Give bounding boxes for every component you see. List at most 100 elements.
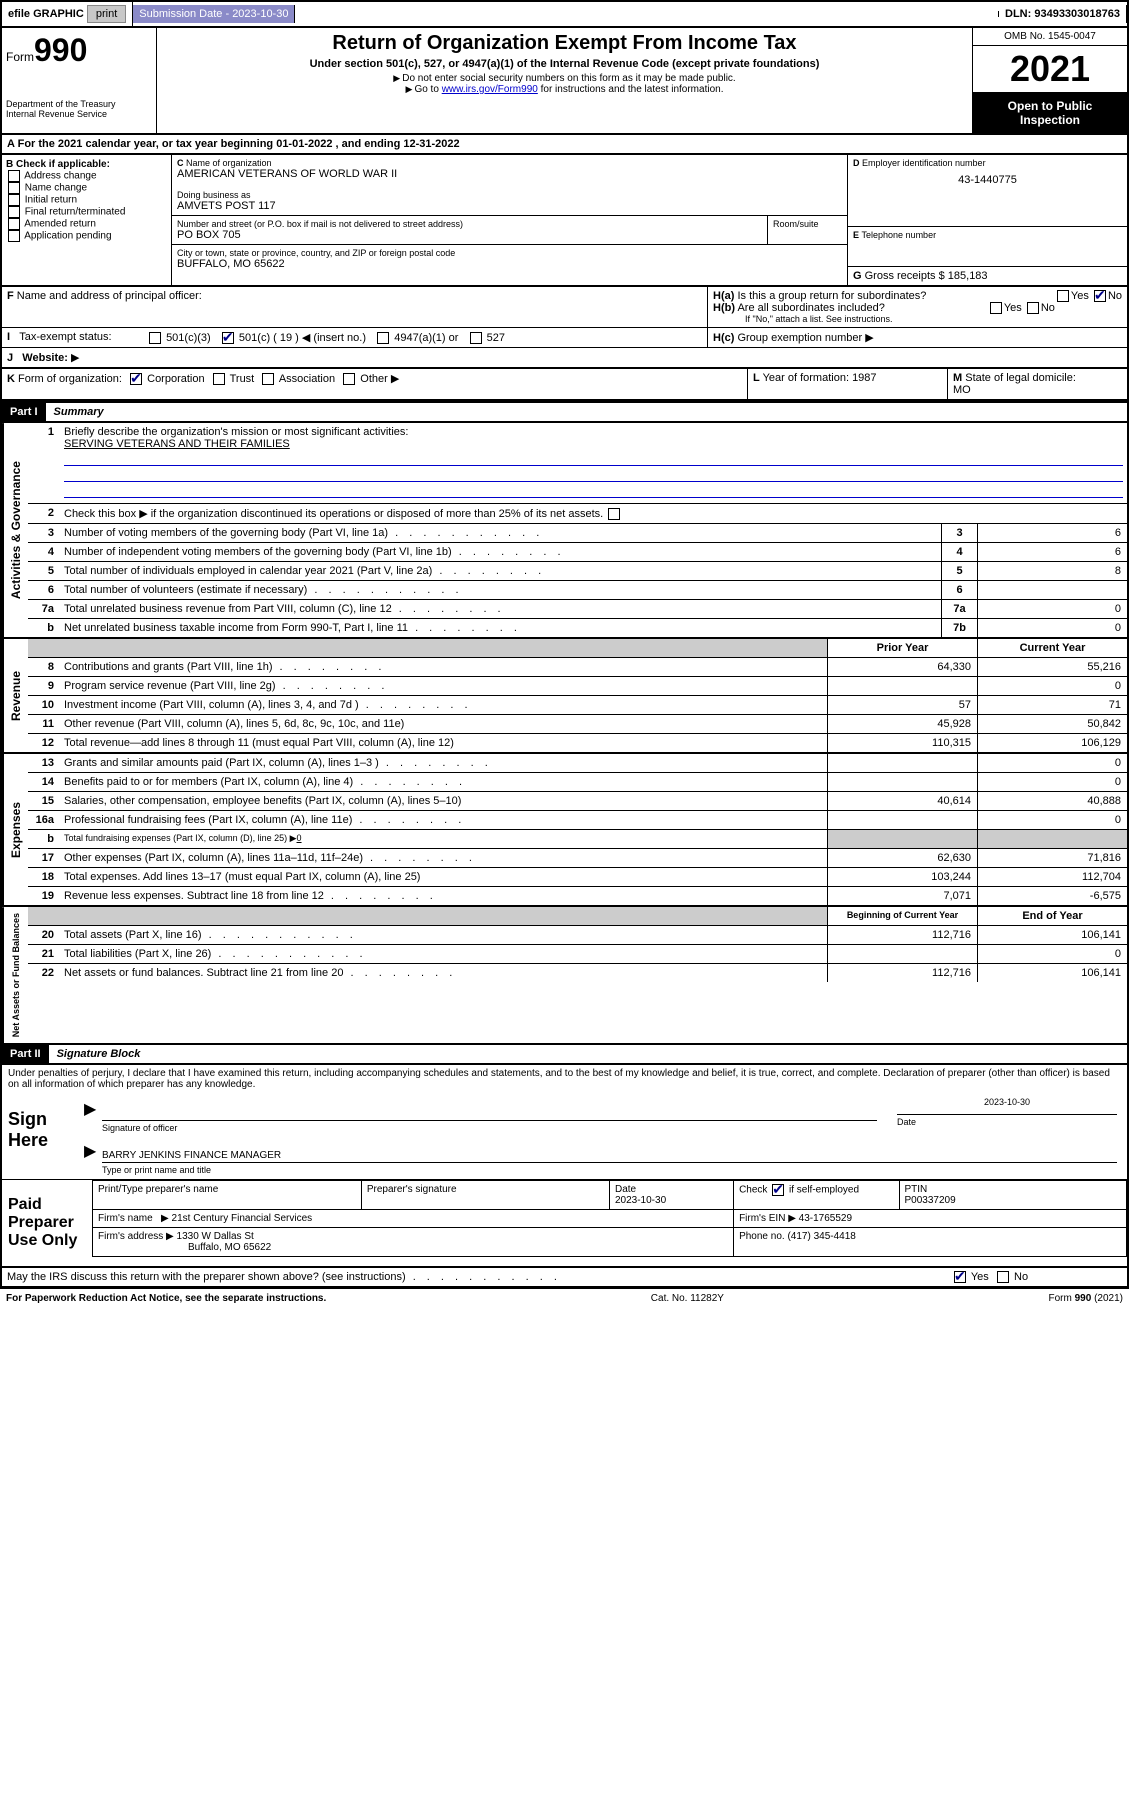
open-public-badge: Open to Public Inspection: [973, 93, 1127, 133]
chk-501c3[interactable]: [149, 332, 161, 344]
l10-prior: 57: [827, 696, 977, 714]
begin-year-hdr: Beginning of Current Year: [827, 907, 977, 925]
form-header: Form990 Department of the Treasury Inter…: [0, 28, 1129, 135]
chk-pending[interactable]: Application pending: [6, 230, 167, 242]
form-title: Return of Organization Exempt From Incom…: [165, 32, 964, 55]
ha-no[interactable]: [1094, 290, 1106, 302]
officer-group-row: F Name and address of principal officer:…: [0, 287, 1129, 328]
year-formation-value: 1987: [852, 372, 876, 384]
l3-desc: Number of voting members of the governin…: [60, 524, 941, 542]
l9-prior: [827, 677, 977, 695]
chk-discuss-yes[interactable]: [954, 1271, 966, 1283]
hc-label: Group exemption number: [737, 332, 862, 344]
chk-other[interactable]: [343, 373, 355, 385]
ha-yes[interactable]: [1057, 290, 1069, 302]
chk-4947[interactable]: [377, 332, 389, 344]
l20-prior: 112,716: [827, 926, 977, 944]
date-label: Date: [897, 1117, 1117, 1127]
l11-desc: Other revenue (Part VIII, column (A), li…: [60, 715, 827, 733]
l22-prior: 112,716: [827, 964, 977, 982]
city-value: BUFFALO, MO 65622: [177, 258, 842, 270]
cat-no: Cat. No. 11282Y: [651, 1293, 724, 1304]
chk-corp[interactable]: [130, 373, 142, 385]
chk-name[interactable]: Name change: [6, 182, 167, 194]
subtitle-1: Under section 501(c), 527, or 4947(a)(1)…: [165, 58, 964, 70]
state-domicile-label: State of legal domicile:: [965, 372, 1076, 384]
ein-label: Employer identification number: [862, 158, 986, 168]
l18-desc: Total expenses. Add lines 13–17 (must eq…: [60, 868, 827, 886]
l15-desc: Salaries, other compensation, employee b…: [60, 792, 827, 810]
l4-desc: Number of independent voting members of …: [60, 543, 941, 561]
ptin-label: PTIN: [905, 1184, 928, 1195]
dba-value: AMVETS POST 117: [177, 200, 842, 212]
pra-notice: For Paperwork Reduction Act Notice, see …: [6, 1293, 326, 1304]
chk-527[interactable]: [470, 332, 482, 344]
l16a-curr: 0: [977, 811, 1127, 829]
preparer-table: Print/Type preparer's name Preparer's si…: [92, 1180, 1127, 1257]
l13-curr: 0: [977, 754, 1127, 772]
ein-value: 43-1440775: [853, 174, 1122, 186]
l17-prior: 62,630: [827, 849, 977, 867]
hb-yes[interactable]: [990, 302, 1002, 314]
line-a: A For the 2021 calendar year, or tax yea…: [0, 135, 1129, 154]
l12-desc: Total revenue—add lines 8 through 11 (mu…: [60, 734, 827, 752]
l19-curr: -6,575: [977, 887, 1127, 905]
submission-date: Submission Date - 2023-10-30: [133, 5, 295, 23]
tax-exempt-label: Tax-exempt status:: [19, 331, 111, 343]
print-button[interactable]: print: [87, 5, 126, 23]
l19-desc: Revenue less expenses. Subtract line 18 …: [60, 887, 827, 905]
l13-prior: [827, 754, 977, 772]
chk-initial[interactable]: Initial return: [6, 194, 167, 206]
side-net-assets: Net Assets or Fund Balances: [2, 907, 28, 1043]
sig-officer-label: Signature of officer: [102, 1123, 877, 1133]
chk-discontinued[interactable]: [608, 508, 620, 520]
officer-label: Name and address of principal officer:: [17, 290, 202, 302]
irs-label: Internal Revenue Service: [6, 109, 152, 119]
perjury-declaration: Under penalties of perjury, I declare th…: [0, 1065, 1129, 1093]
form-ref: Form 990 (2021): [1049, 1293, 1123, 1304]
top-bar: efile GRAPHIC print Submission Date - 20…: [0, 0, 1129, 28]
expenses-block: Expenses 13Grants and similar amounts pa…: [0, 754, 1129, 907]
l15-curr: 40,888: [977, 792, 1127, 810]
l17-desc: Other expenses (Part IX, column (A), lin…: [60, 849, 827, 867]
chk-trust[interactable]: [213, 373, 225, 385]
gross-value: 185,183: [948, 270, 988, 282]
form-org-label: Form of organization:: [18, 373, 122, 385]
chk-501c[interactable]: [222, 332, 234, 344]
may-irs-discuss: May the IRS discuss this return with the…: [2, 1268, 947, 1286]
chk-self-emp[interactable]: [772, 1184, 784, 1196]
chk-assoc[interactable]: [262, 373, 274, 385]
l14-prior: [827, 773, 977, 791]
chk-address[interactable]: Address change: [6, 170, 167, 182]
l12-curr: 106,129: [977, 734, 1127, 752]
irs-link[interactable]: www.irs.gov/Form990: [442, 84, 538, 95]
hb-no[interactable]: [1027, 302, 1039, 314]
firm-phone-label: Phone no.: [739, 1231, 785, 1242]
l14-desc: Benefits paid to or for members (Part IX…: [60, 773, 827, 791]
current-year-hdr: Current Year: [977, 639, 1127, 657]
l8-desc: Contributions and grants (Part VIII, lin…: [60, 658, 827, 676]
l16a-prior: [827, 811, 977, 829]
l7b-desc: Net unrelated business taxable income fr…: [60, 619, 941, 637]
l20-desc: Total assets (Part X, line 16): [60, 926, 827, 944]
firm-ein-label: Firm's EIN ▶: [739, 1213, 796, 1224]
l5-val: 8: [977, 562, 1127, 580]
org-name: AMERICAN VETERANS OF WORLD WAR II: [177, 168, 842, 180]
l22-curr: 106,141: [977, 964, 1127, 982]
l21-desc: Total liabilities (Part X, line 26): [60, 945, 827, 963]
l20-curr: 106,141: [977, 926, 1127, 944]
chk-amended[interactable]: Amended return: [6, 218, 167, 230]
l9-desc: Program service revenue (Part VIII, line…: [60, 677, 827, 695]
firm-addr-label: Firm's address ▶: [98, 1231, 174, 1242]
l11-prior: 45,928: [827, 715, 977, 733]
prep-date-label: Date: [615, 1184, 636, 1195]
chk-final[interactable]: Final return/terminated: [6, 206, 167, 218]
l3-val: 6: [977, 524, 1127, 542]
l6-desc: Total number of volunteers (estimate if …: [60, 581, 941, 599]
website-label: Website:: [22, 352, 68, 364]
firm-phone: (417) 345-4418: [787, 1231, 855, 1242]
chk-discuss-no[interactable]: [997, 1271, 1009, 1283]
ha-label: Is this a group return for subordinates?: [737, 290, 926, 302]
tax-year: 2021: [973, 46, 1127, 93]
part1-label: Part I: [2, 403, 46, 421]
